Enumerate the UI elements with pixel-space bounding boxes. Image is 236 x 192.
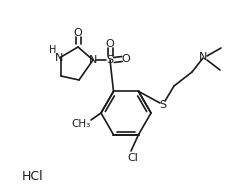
Text: S: S [160, 100, 167, 110]
Text: O: O [122, 54, 130, 64]
Text: N: N [89, 55, 97, 65]
Text: H: H [49, 45, 57, 55]
Text: N: N [199, 52, 207, 62]
Text: Cl: Cl [128, 153, 139, 163]
Text: HCl: HCl [22, 170, 44, 184]
Text: N: N [55, 53, 63, 63]
Text: CH₃: CH₃ [71, 119, 91, 129]
Text: O: O [74, 28, 82, 38]
Text: S: S [106, 55, 114, 65]
Text: O: O [106, 39, 114, 49]
